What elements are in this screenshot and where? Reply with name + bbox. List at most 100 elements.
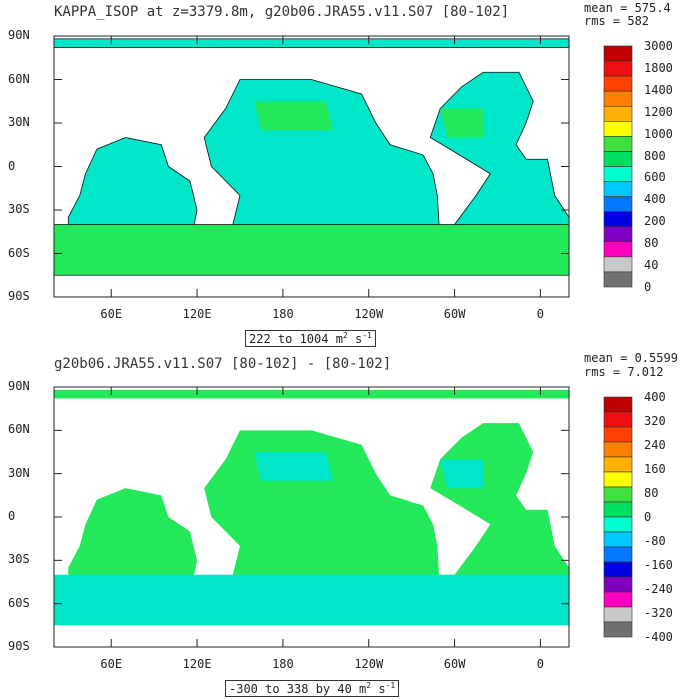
colorbar-swatch-5 [603, 121, 633, 137]
x-tick-label-1-4: 60W [443, 307, 466, 321]
colorbar-swatch-2 [603, 426, 633, 443]
southern-ocean-region [54, 574, 569, 626]
colorbar-swatch-8 [603, 516, 633, 533]
colorbar-swatch-3 [603, 441, 633, 458]
colorbar-swatch-0 [603, 45, 633, 62]
panel1-stats-rms: rms = 582 [584, 14, 650, 28]
colorbar-swatch-14 [603, 256, 633, 273]
colorbar-swatch-1 [603, 411, 633, 428]
panel2-range-mid: s [371, 682, 386, 696]
colorbar-swatch-5 [603, 471, 633, 488]
panel2-stats-rms: rms = 7.012 [584, 365, 664, 379]
colorbar-swatch-11 [603, 211, 633, 228]
ocean-region-3 [429, 71, 570, 247]
y-tick-label-1-0: 90N [8, 28, 30, 42]
colorbar-label-2-7: -160 [644, 558, 673, 572]
x-tick-label-1-5: 0 [536, 307, 545, 321]
panel1-range-exp1: 2 [342, 331, 348, 340]
colorbar-swatch-6 [603, 486, 633, 503]
ocean-region-2 [68, 488, 198, 597]
colorbar-swatch-0 [603, 396, 633, 413]
y-tick-label-1-3: 0 [8, 158, 16, 173]
colorbar-label-1-5: 800 [644, 148, 666, 163]
colorbar-swatch-9 [603, 181, 633, 197]
panel2-range-exp2: -1 [385, 681, 396, 690]
colorbar-label-1-8: 200 [644, 214, 666, 229]
panel1-range-mid: s [347, 332, 363, 346]
accent-patch-1 [254, 101, 333, 131]
ocean-region-3 [430, 423, 569, 597]
y-tick-label-1-6: 90S [8, 289, 30, 303]
colorbar-swatch-12 [603, 576, 633, 593]
ocean-region-4 [53, 38, 570, 48]
colorbar-label-2-8: -240 [644, 582, 673, 596]
x-tick-label-1-3: 120W [354, 307, 384, 321]
colorbar-swatch-3 [603, 90, 633, 107]
colorbar-label-1-10: 40 [644, 258, 659, 273]
colorbar-swatch-10 [603, 546, 633, 563]
panel1-title: KAPPA_ISOP at z=3379.8m, g20b06.JRA55.v1… [54, 4, 510, 20]
y-tick-label-1-5: 60S [8, 245, 30, 260]
colorbar-label-2-3: 160 [644, 462, 666, 476]
colorbar-swatch-8 [603, 166, 633, 182]
colorbar-swatch-13 [603, 241, 633, 258]
map-panel-1 [53, 35, 633, 298]
colorbar-swatch-15 [603, 621, 633, 638]
y-tick-label-2-5: 60S [8, 595, 30, 610]
colorbar-label-2-10: -400 [644, 630, 673, 644]
y-tick-label-2-0: 90N [8, 379, 30, 393]
panel2-title: g20b06.JRA55.v11.S07 [80-102] - [80-102] [54, 356, 392, 372]
colorbar-swatch-12 [603, 226, 633, 243]
y-tick-label-2-6: 90S [8, 639, 30, 653]
colorbar-label-1-7: 400 [644, 192, 666, 207]
panel1-range-text: 222 to 1004 m [249, 332, 343, 346]
y-tick-label-2-4: 30S [8, 552, 30, 567]
y-tick-label-1-2: 30N [8, 115, 30, 129]
colorbar-swatch-2 [603, 75, 633, 92]
colorbar-label-1-9: 80 [644, 236, 659, 251]
accent-patch-2 [440, 459, 484, 489]
y-tick-label-1-1: 60N [8, 71, 30, 86]
accent-patch-1 [254, 452, 333, 481]
y-tick-label-2-1: 60N [8, 422, 30, 437]
colorbar-label-2-5: 0 [644, 510, 652, 524]
colorbar-label-1-0: 3000 [644, 39, 673, 53]
colorbar-swatch-4 [603, 456, 633, 473]
colorbar-label-2-1: 320 [644, 414, 666, 428]
panel1-range-exp2: -1 [362, 331, 372, 340]
panel1-range-box: 222 to 1004 m2 s-1 [245, 330, 376, 347]
x-tick-label-2-3: 120W [354, 657, 384, 671]
colorbar-swatch-7 [603, 501, 633, 518]
colorbar-swatch-10 [603, 196, 633, 212]
colorbar-swatch-6 [603, 136, 633, 152]
colorbar-label-1-2: 1400 [644, 82, 673, 97]
colorbar-swatch-13 [603, 591, 633, 608]
colorbar-label-1-6: 600 [644, 170, 666, 185]
ocean-region-2 [67, 137, 198, 247]
colorbar-swatch-1 [603, 60, 633, 77]
panel2-range-exp1: 2 [366, 681, 372, 690]
x-tick-label-2-1: 120E [182, 657, 212, 671]
colorbar-swatch-15 [603, 271, 633, 288]
map-panel-2 [53, 386, 633, 648]
x-tick-label-2-2: 180 [272, 657, 294, 671]
panel2-range-text: -300 to 338 by 40 m [229, 682, 367, 696]
x-tick-label-2-0: 60E [100, 657, 123, 671]
x-tick-label-2-5: 0 [536, 657, 545, 671]
colorbar-label-1-11: 0 [644, 280, 652, 294]
colorbar-swatch-14 [603, 606, 633, 623]
accent-patch-2 [440, 108, 484, 138]
panel2-stats-mean: mean = 0.5599 [584, 351, 678, 365]
colorbar-swatch-7 [603, 151, 633, 167]
colorbar-swatch-9 [603, 531, 633, 548]
colorbar-label-2-4: 80 [644, 486, 659, 500]
colorbar-swatch-4 [603, 105, 633, 122]
y-tick-label-1-4: 30S [8, 202, 30, 216]
x-tick-label-1-0: 60E [100, 307, 123, 321]
colorbar-label-1-3: 1200 [644, 104, 673, 119]
y-tick-label-2-3: 0 [8, 509, 16, 523]
x-tick-label-1-1: 120E [182, 307, 212, 321]
colorbar-label-2-9: -320 [644, 606, 673, 620]
colorbar-label-2-0: 400 [644, 390, 666, 404]
